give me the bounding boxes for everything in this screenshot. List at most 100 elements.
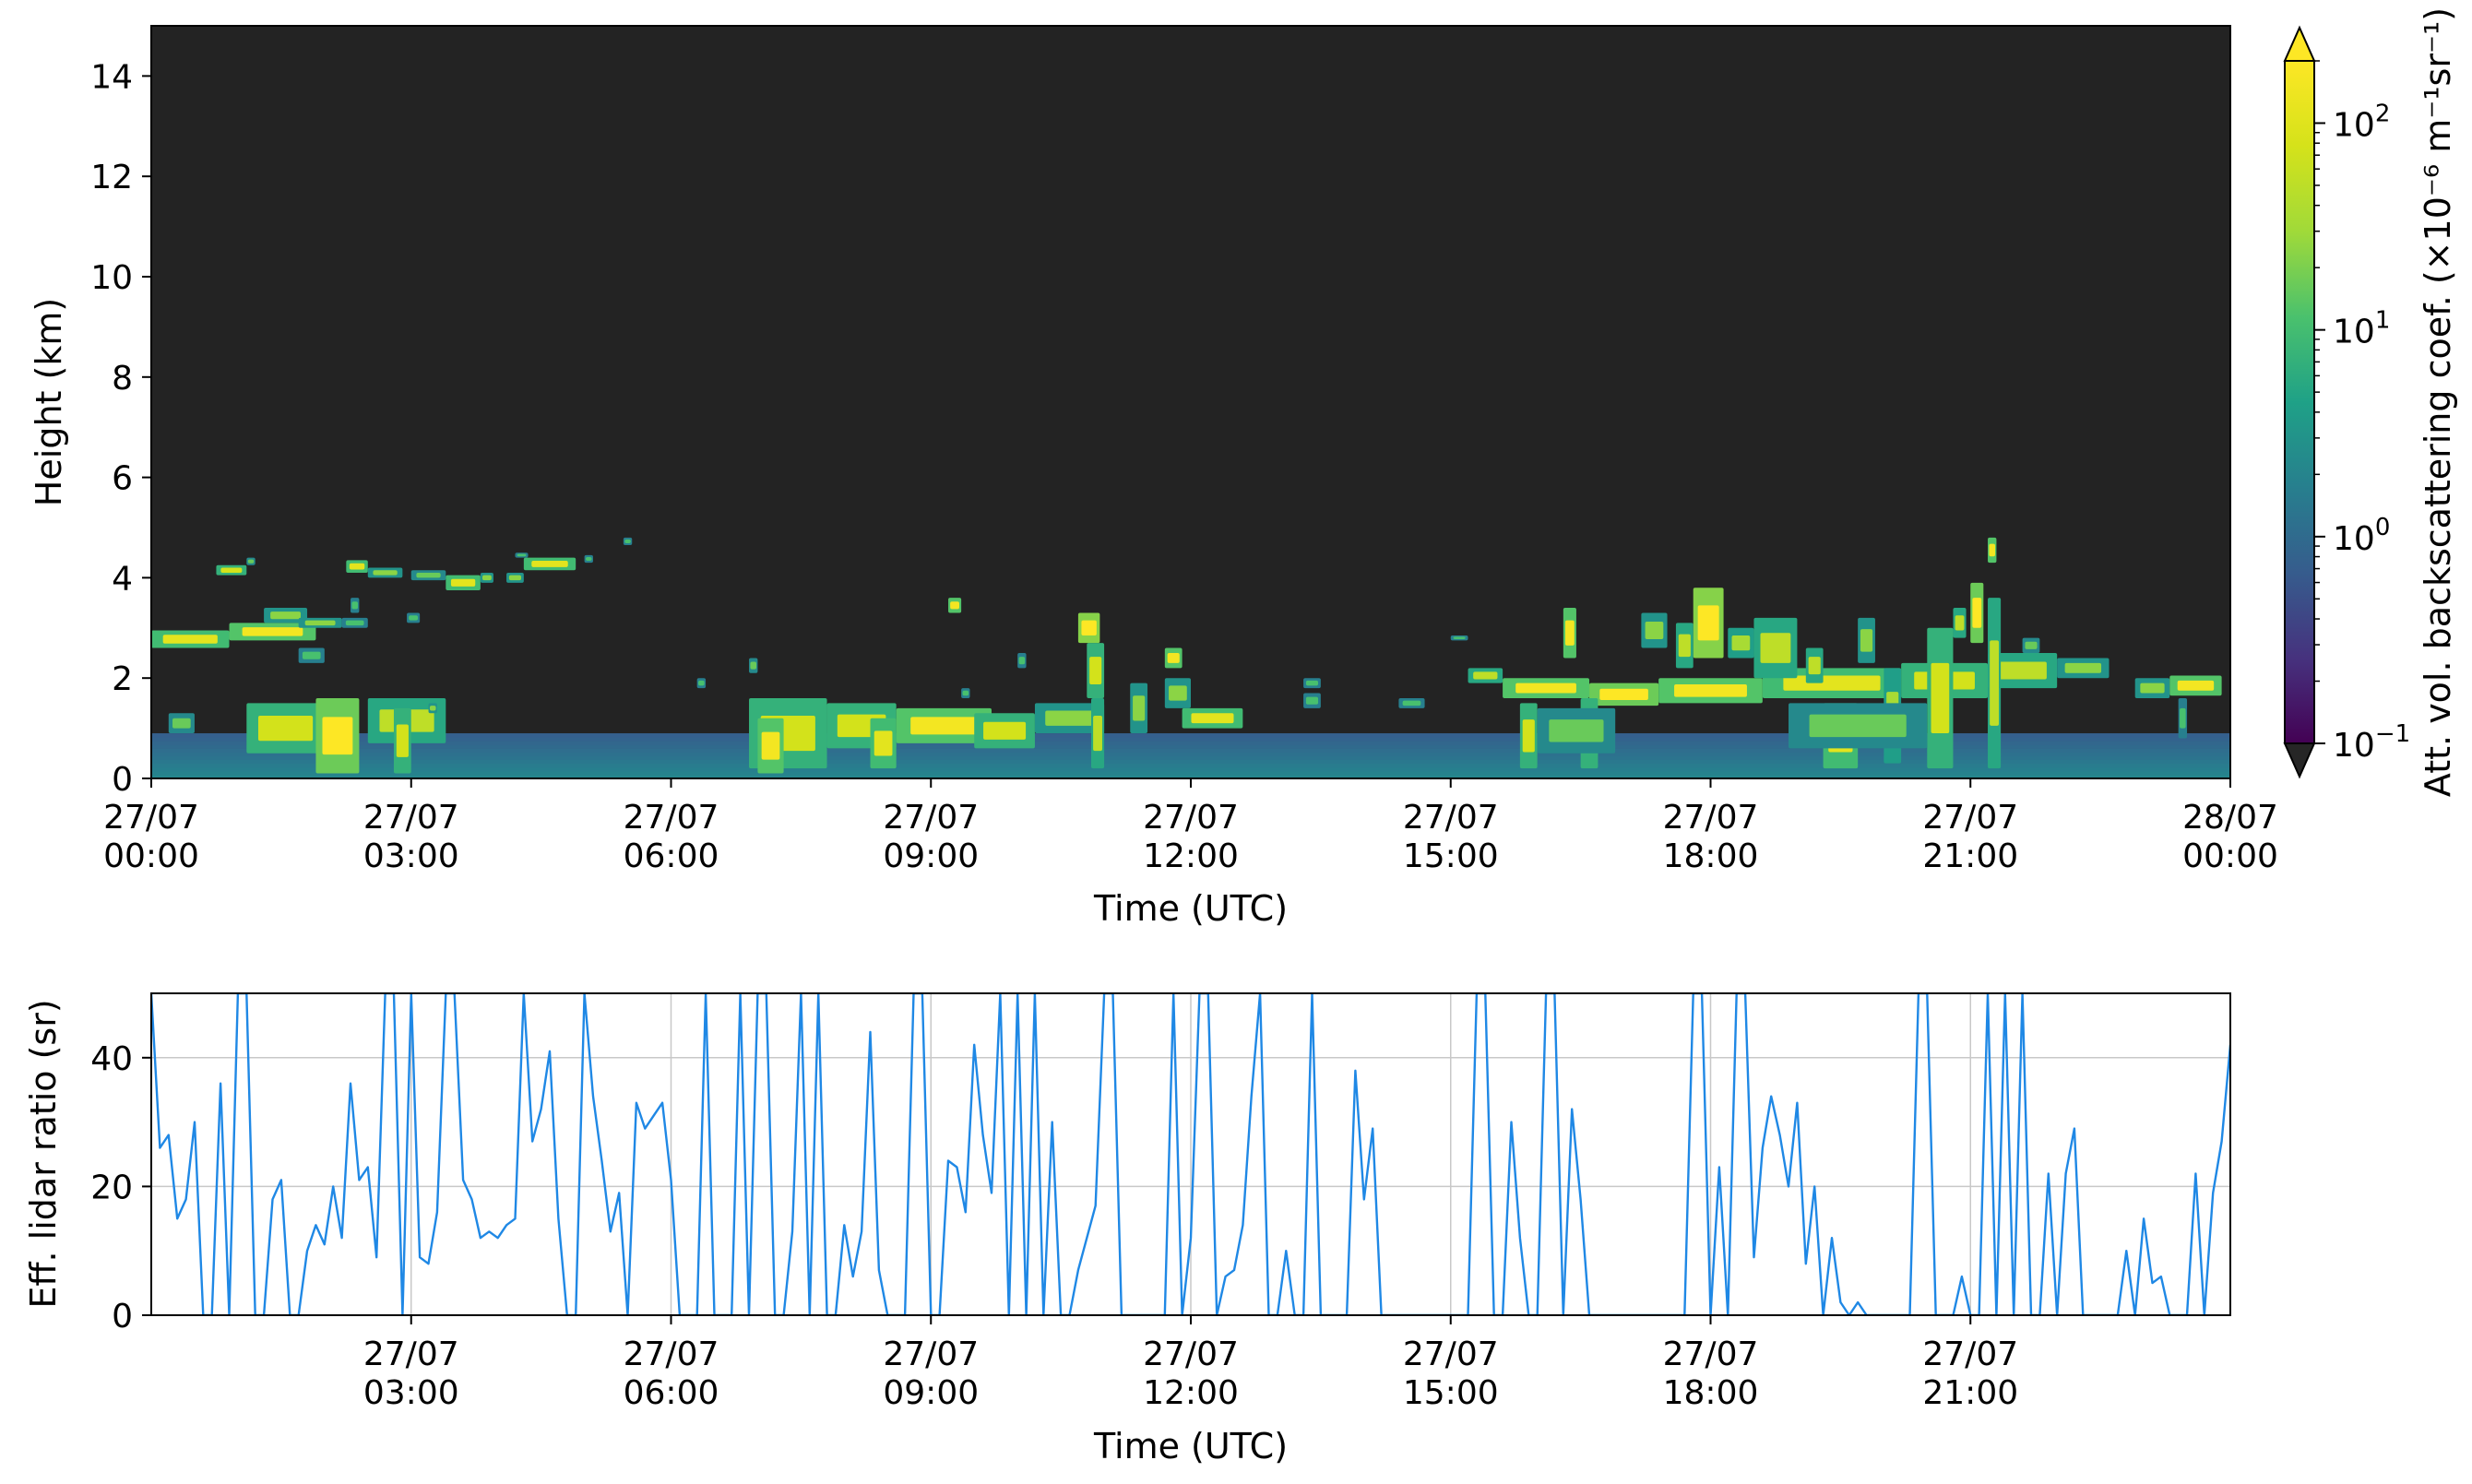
cloud-layer-core [1860, 629, 1873, 652]
cloud-layer-core [416, 572, 441, 578]
x-tick-date: 27/07 [1143, 799, 1239, 837]
x-tick-time: 15:00 [1403, 1374, 1499, 1412]
colorbar: 10−1 100 101 102 Att. vol. backscattering c… [2283, 7, 2458, 797]
colorbar-label: Att. vol. backscattering coef. (×10⁻⁶ m⁻… [2418, 7, 2458, 797]
cloud-layer-core [698, 680, 705, 686]
cloud-layer-core [750, 661, 757, 670]
cloud-layer-core [1998, 661, 2047, 680]
cloud-layer-core [2025, 641, 2038, 649]
cloud-layer-core [373, 570, 398, 576]
x-tick-time: 12:00 [1143, 837, 1239, 875]
cloud-layer-core [481, 575, 492, 581]
x-tick-date: 27/07 [1663, 1336, 1759, 1373]
cloud-layer-core [1089, 657, 1102, 684]
heatmap-x-ticks: 27/0700:0027/0703:0027/0706:0027/0709:00… [103, 778, 2278, 875]
x-tick-date: 27/07 [624, 1336, 719, 1373]
boundary-layer-strip [151, 766, 2230, 772]
colorbar-over-arrow [2283, 25, 2316, 62]
cloud-layer-core [874, 730, 893, 756]
y-tick-label: 20 [90, 1169, 133, 1206]
x-tick-date: 27/07 [103, 799, 199, 837]
cloud-layer-core [1808, 657, 1821, 675]
cloud-layer-core [1674, 684, 1747, 697]
cloud-layer-core [1972, 598, 1982, 628]
cloud-layer-core [1549, 719, 1604, 742]
cloud-layer-core [1697, 605, 1719, 641]
cloud-layer-core [910, 717, 978, 735]
y-tick-label: 10 [90, 259, 133, 297]
x-tick-time: 03:00 [363, 1374, 459, 1412]
x-tick-date: 27/07 [1922, 1336, 2018, 1373]
colorbar-ticks: 10−1 100 101 102 [2314, 60, 2410, 765]
x-tick-date: 27/07 [363, 1336, 459, 1373]
boundary-layer-strip [151, 755, 2230, 761]
x-tick-time: 18:00 [1663, 837, 1759, 875]
cloud-layer-core [409, 615, 419, 621]
cloud-layer-core [351, 601, 358, 610]
x-tick-date: 27/07 [883, 799, 979, 837]
y-tick-label: 12 [90, 159, 133, 196]
cloud-layer-core [2180, 707, 2186, 729]
lidar-ratio-x-axis-label: Time (UTC) [1093, 1426, 1288, 1466]
cloud-layer-core [1678, 634, 1691, 658]
cloud-layer-core [220, 567, 243, 573]
boundary-layer-strip [151, 744, 2230, 749]
y-tick-label: 40 [90, 1040, 133, 1078]
cloud-layer-core [1045, 710, 1094, 726]
colorbar-tick-label: 102 [2333, 100, 2390, 144]
cloud-layer-core [983, 721, 1027, 740]
heatmap-cells [151, 537, 2230, 778]
cloud-layer-core [349, 563, 365, 570]
colorbar-tick-label: 101 [2333, 307, 2390, 351]
heatmap-x-axis-label: Time (UTC) [1093, 888, 1288, 929]
y-tick-label: 2 [112, 660, 133, 698]
x-tick-time: 15:00 [1403, 837, 1499, 875]
x-tick-date: 27/07 [883, 1336, 979, 1373]
cloud-layer-core [761, 731, 780, 760]
boundary-layer-strip [151, 733, 2230, 738]
colorbar-tick-label: 10−1 [2333, 720, 2410, 765]
cloud-layer-core [302, 651, 321, 659]
y-tick-label: 14 [90, 58, 133, 96]
cloud-layer-core [1599, 688, 1648, 700]
cloud-layer-core [1473, 671, 1498, 680]
cloud-layer-core [304, 620, 336, 626]
cloud-layer-core [247, 559, 255, 564]
cloud-layer-core [1453, 636, 1466, 640]
y-tick-label: 6 [112, 460, 133, 498]
x-tick-date: 27/07 [1403, 1336, 1499, 1373]
cloud-layer-core [345, 620, 364, 626]
heatmap-background [151, 26, 2230, 778]
colorbar-under-arrow [2283, 742, 2316, 779]
cloud-layer-core [1809, 714, 1907, 738]
cloud-layer-core [2140, 683, 2165, 694]
cloud-layer-core [1564, 620, 1575, 646]
colorbar-tick-label: 100 [2333, 514, 2390, 558]
cloud-layer-core [1169, 685, 1187, 701]
x-tick-time: 06:00 [624, 1374, 719, 1412]
cloud-layer-core [517, 553, 527, 557]
cloud-layer-core [429, 706, 436, 711]
boundary-layer-strip [151, 759, 2230, 765]
boundary-layer-strip [151, 774, 2230, 778]
boundary-layer-strip [151, 741, 2230, 745]
cloud-layer-core [1989, 543, 1996, 557]
cloud-layer-core [322, 717, 353, 755]
cloud-layer-core [1955, 615, 1965, 631]
x-tick-date: 27/07 [363, 799, 459, 837]
x-tick-time: 03:00 [363, 837, 459, 875]
x-tick-date: 28/07 [2182, 799, 2278, 837]
x-tick-date: 27/07 [1143, 1336, 1239, 1373]
cloud-layer-core [162, 635, 218, 644]
y-tick-label: 0 [112, 1298, 133, 1336]
cloud-layer-core [1931, 662, 1950, 734]
x-tick-time: 06:00 [624, 837, 719, 875]
heatmap-y-axis-label: Height (km) [29, 298, 69, 506]
cloud-layer-core [2177, 680, 2215, 691]
x-tick-time: 00:00 [2182, 837, 2278, 875]
cloud-layer-core [1760, 633, 1791, 663]
colorbar-gradient [2284, 60, 2315, 744]
cloud-layer-core [1522, 719, 1535, 753]
